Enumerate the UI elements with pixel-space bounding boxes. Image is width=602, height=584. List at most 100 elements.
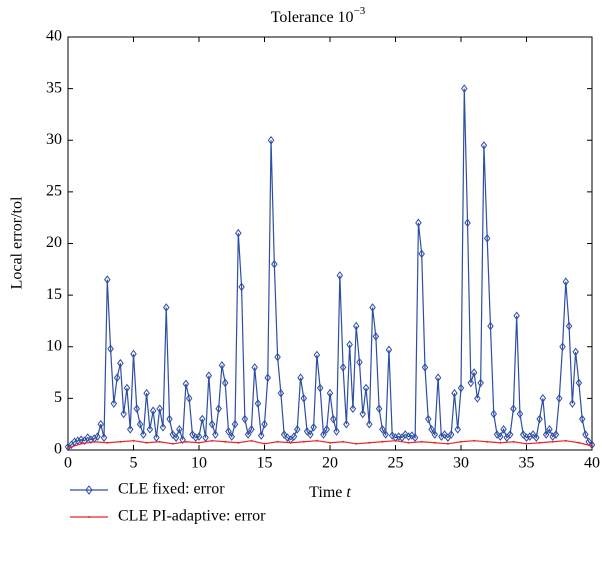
data-point [136, 419, 144, 429]
data-point [251, 363, 258, 372]
data-point [499, 441, 502, 444]
data-point [556, 394, 563, 403]
data-point [257, 431, 265, 440]
data-point [425, 414, 432, 424]
data-point [267, 135, 275, 145]
data-point [225, 427, 232, 436]
data-point [140, 430, 147, 439]
data-point [330, 414, 337, 424]
data-point [132, 439, 135, 442]
data-point [551, 440, 554, 443]
data-point [433, 441, 436, 444]
data-point [123, 383, 131, 393]
data-point [415, 218, 422, 228]
data-point [145, 441, 148, 444]
data-point [538, 441, 541, 444]
data-point [71, 437, 78, 447]
data-point [153, 433, 160, 442]
data-point [529, 430, 537, 439]
data-point [382, 430, 389, 439]
data-point [313, 350, 321, 360]
data-point [582, 430, 589, 439]
data-point [143, 388, 150, 398]
data-point [126, 425, 134, 434]
data-point [221, 378, 229, 388]
data-point [231, 419, 239, 429]
data-point [297, 373, 304, 383]
data-point [310, 422, 317, 432]
data-point [408, 431, 416, 440]
title-superscript: −3 [354, 5, 366, 17]
data-point [493, 430, 501, 439]
data-point [323, 425, 330, 434]
data-point [368, 441, 371, 444]
y-tick-label: 5 [54, 389, 62, 406]
data-point [355, 442, 358, 445]
data-point [100, 433, 108, 442]
data-point [460, 440, 462, 443]
data-point [198, 441, 200, 444]
data-point [110, 399, 118, 408]
data-point [235, 228, 242, 238]
y-tick-label: 40 [46, 28, 62, 45]
data-point [352, 321, 360, 331]
data-point [349, 404, 357, 414]
x-tick-label: 35 [519, 455, 535, 472]
data-point [402, 430, 409, 439]
data-point [542, 430, 550, 439]
data-point [237, 441, 240, 444]
data-point [533, 433, 540, 442]
data-point [565, 321, 573, 331]
data-point [564, 439, 567, 442]
data-point [420, 440, 423, 443]
data-point [480, 141, 488, 150]
data-point [451, 388, 458, 398]
legend-label: CLE PI-adaptive: error [118, 508, 266, 525]
data-point [215, 404, 222, 414]
data-point [512, 440, 515, 443]
data-point [218, 361, 226, 370]
data-point [428, 425, 435, 434]
series-line [67, 88, 593, 448]
data-point [185, 394, 193, 403]
data-point [224, 440, 227, 443]
y-tick-label: 15 [46, 286, 62, 303]
y-axis-label: Local error/tol [9, 196, 26, 289]
data-point [300, 394, 308, 403]
data-point [421, 363, 429, 372]
data-point [172, 433, 180, 442]
data-point [107, 344, 114, 354]
data-point [552, 430, 560, 439]
x-tick-label: 20 [322, 455, 338, 472]
data-point [470, 368, 478, 377]
data-point [104, 275, 111, 284]
data-point [375, 404, 383, 414]
data-point [356, 357, 363, 367]
data-point [447, 430, 455, 439]
data-point [546, 425, 553, 434]
data-point [130, 349, 137, 359]
data-point [434, 373, 442, 383]
data-point [464, 218, 471, 228]
data-point [182, 379, 190, 389]
data-point [362, 383, 370, 393]
data-point [80, 442, 83, 445]
data-point [274, 352, 281, 362]
data-point [261, 419, 268, 429]
data-point [366, 419, 373, 429]
data-point [169, 430, 177, 439]
series [64, 84, 596, 452]
data-point [294, 425, 301, 434]
legend-marker [88, 516, 90, 518]
x-label-italic: t [346, 484, 351, 501]
data-point [189, 430, 196, 439]
data-point [156, 404, 163, 414]
data-point [513, 311, 520, 321]
series [67, 439, 593, 449]
data-point [106, 441, 109, 444]
data-point [486, 440, 489, 443]
data-point [339, 363, 347, 372]
data-point [441, 430, 448, 439]
data-point [277, 388, 285, 398]
data-point [171, 442, 174, 445]
